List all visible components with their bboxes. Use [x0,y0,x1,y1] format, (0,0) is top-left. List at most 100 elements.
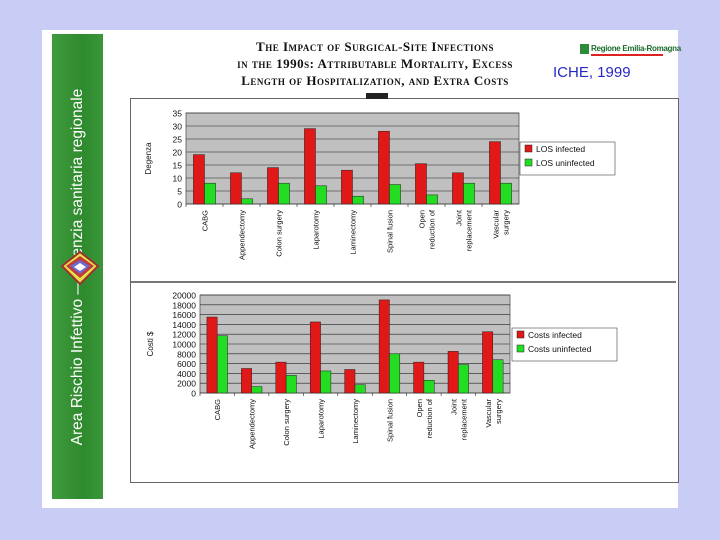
y-tick-label: 4000 [177,369,196,379]
y-tick-label: 0 [191,389,196,399]
x-category-label: replacement [459,398,468,440]
y-tick-label: 18000 [172,300,196,310]
legend-label-infected: Costs infected [528,330,582,340]
y-tick-label: 14000 [172,320,196,330]
bar-uninfected [320,370,332,394]
x-category-label: Appendectomy [238,210,247,260]
bar-uninfected [278,182,290,205]
bar-uninfected [389,353,401,394]
cost-chart: 0 2000 4000 6000 8000 10000 12000 14000 16000 180… [131,285,676,480]
x-category-label: CABG [213,399,222,420]
bar-uninfected [216,335,228,394]
legend-label-uninfected: LOS uninfected [536,158,595,168]
los-chart: 0 5 10 15 20 25 30 35 Degenza CABG Appendectomy Col… [131,99,676,281]
y-tick-label: 10000 [172,340,196,350]
chart-divider [131,281,676,283]
bar-infected [378,299,390,394]
y-tick-label: 20000 [172,291,196,301]
title-line-3: Length of Hospitalization, and Extra Cos… [241,73,509,88]
y-tick-label: 5 [177,187,182,197]
chart-svg: 0 5 10 15 20 25 30 35 Degenza CABG Appendectomy Col… [144,109,616,260]
bar-infected [193,154,205,205]
x-category-label: Open [415,399,424,417]
x-category-label: surgery [502,210,511,235]
y-tick-label: 6000 [177,359,196,369]
bar-infected [304,128,316,205]
source-citation: ICHE, 1999 [553,64,631,81]
x-category-label: replacement [465,209,474,251]
bar-uninfected [315,185,327,205]
bar-infected [413,361,425,394]
legend-box [519,141,616,176]
bar-uninfected [423,380,435,394]
x-category-label: Vascular [492,209,501,238]
bar-infected [489,141,501,205]
legend-label-infected: LOS infected [536,144,585,154]
y-axis-label: Degenza [144,142,153,175]
bar-uninfected [463,182,475,205]
legend-swatch-infected [524,144,533,153]
y-tick-label: 35 [173,109,183,119]
title-line-2: in the 1990s: Attributable Mortality, Ex… [237,56,513,71]
bar-infected [341,169,353,205]
x-category-label: CABG [201,210,210,231]
slide-title: The Impact of Surgical-Site Infections i… [205,38,545,89]
x-category-label: reduction of [428,209,437,249]
bar-infected [447,351,459,394]
y-tick-label: 16000 [172,310,196,320]
bar-uninfected [204,182,216,205]
y-tick-label: 2000 [177,379,196,389]
chart-svg: 0200040006000800010000120001400016000180… [146,291,618,449]
bar-infected [415,163,427,205]
bar-uninfected [500,182,512,205]
brand-logo: Regione Emilia-Romagna [580,44,681,56]
x-category-label: Spinal fusion [386,210,395,253]
bar-infected [309,321,321,394]
bar-uninfected [492,359,504,394]
bar-infected [344,369,356,394]
bar-infected [241,368,252,394]
brand-underline [591,54,663,56]
x-category-label: Laparotomy [312,210,321,250]
y-tick-label: 12000 [172,330,196,340]
bar-uninfected [426,194,438,205]
bar-uninfected [251,386,263,394]
y-tick-label: 8000 [177,349,196,359]
bar-uninfected [241,198,253,205]
bar-uninfected [458,364,469,394]
legend-swatch-uninfected [516,344,525,353]
x-category-label: surgery [494,399,503,424]
brand-name: Regione Emilia-Romagna [591,44,681,53]
x-category-label: Appendectomy [248,399,257,449]
panel-tab-mark [366,93,388,99]
x-category-label: Joint [449,398,458,415]
y-tick-label: 30 [173,122,183,132]
legend-label-uninfected: Costs uninfected [528,344,592,354]
bar-infected [206,316,218,394]
x-category-label: Laminectomy [349,210,358,255]
y-tick-label: 20 [173,148,183,158]
y-tick-label: 25 [173,135,183,145]
y-axis-label: Costi $ [146,331,155,356]
bar-uninfected [354,384,366,394]
legend-swatch-infected [516,330,525,339]
title-line-1: The Impact of Surgical-Site Infections [256,39,494,54]
bar-infected [267,167,279,205]
bar-infected [482,331,494,394]
bar-uninfected [389,184,401,205]
x-category-label: Joint [455,209,464,226]
bar-infected [230,172,242,205]
y-tick-label: 10 [173,174,183,184]
legend-box [511,327,618,362]
brand-mark-icon [580,44,589,54]
bar-uninfected [285,375,297,394]
legend-swatch-uninfected [524,158,533,167]
bar-infected [275,361,287,394]
x-category-label: Open [418,210,427,228]
x-category-label: Spinal fusion [385,399,394,442]
bar-uninfected [352,195,364,205]
bar-infected [452,172,464,205]
x-category-label: Colon surgery [282,399,291,446]
x-category-label: reduction of [425,398,434,438]
y-tick-label: 0 [177,200,182,210]
